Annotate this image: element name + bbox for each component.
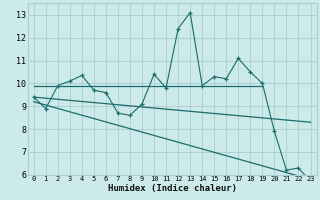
X-axis label: Humidex (Indice chaleur): Humidex (Indice chaleur)	[108, 184, 236, 193]
